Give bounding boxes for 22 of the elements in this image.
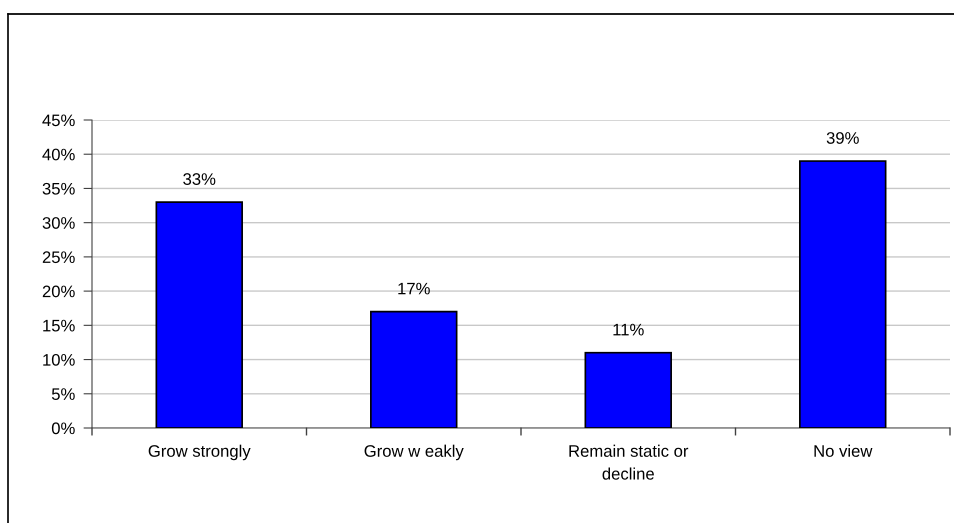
y-tick-label: 0% [52,422,75,434]
y-tick-label: 5% [52,388,75,400]
data-label: 33% [183,173,216,185]
x-tick-label: Grow strongly [148,444,251,460]
x-tick-label: Remain static or decline [569,444,688,480]
y-tick-label: 40% [42,148,75,160]
y-tick-label: 25% [42,251,75,264]
y-tick-label: 35% [42,182,75,195]
data-label: 17% [398,282,430,294]
y-tick-label: 15% [43,320,75,332]
y-tick-label: 30% [42,217,75,229]
bar [370,310,458,428]
bar [156,201,243,428]
x-tick-label: Grow w eakly [364,444,464,460]
y-tick-label: 20% [42,286,75,298]
x-tick-label: No view [814,444,872,457]
y-tick-label: 45% [42,114,75,126]
data-label: 39% [826,132,859,144]
bar [584,352,672,428]
data-label: 11% [613,324,644,336]
y-tick-label: 10% [43,354,75,366]
bar [799,160,886,428]
